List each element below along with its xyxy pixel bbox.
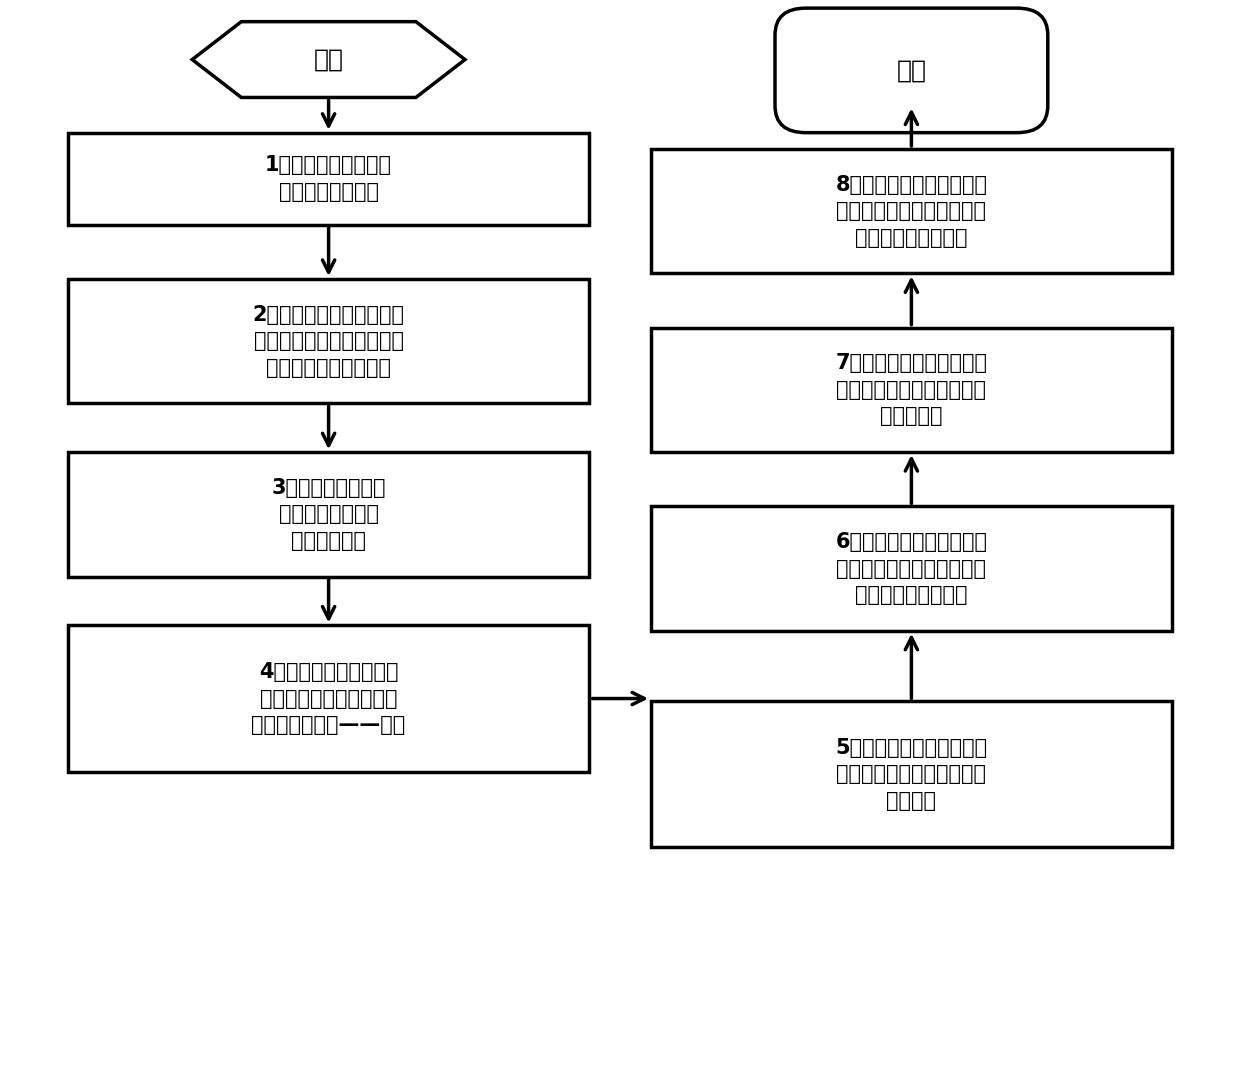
Text: 开始: 开始	[314, 48, 343, 71]
Text: 4）建立大尺度热工水力
程序网格与小尺度热工水
力程序网格群的——映射: 4）建立大尺度热工水力 程序网格与小尺度热工水 力程序网格群的——映射	[252, 662, 405, 735]
Text: 7）对大尺度热工水力程序
的网格中的参量数据进行界
面分布重构: 7）对大尺度热工水力程序 的网格中的参量数据进行界 面分布重构	[836, 353, 987, 427]
Text: 结束: 结束	[897, 58, 926, 82]
Bar	[651, 149, 1172, 274]
Bar	[651, 328, 1172, 453]
Bar	[68, 626, 589, 772]
Bar	[651, 702, 1172, 847]
Text: 2）以大尺度热工水力程序
的网格界限对小尺度热工水
力程序的网格进行分区: 2）以大尺度热工水力程序 的网格界限对小尺度热工水 力程序的网格进行分区	[253, 304, 404, 378]
Text: 1）建立大尺度热工水
力程序的网格索引: 1）建立大尺度热工水 力程序的网格索引	[265, 156, 392, 201]
Text: 3）为小尺度热工水
力程序建立网格群
及网格群索引: 3）为小尺度热工水 力程序建立网格群 及网格群索引	[272, 478, 386, 551]
Text: 6）由小尺度热工水力程序
网格群向大尺度热工水力程
序网格进行数据传递: 6）由小尺度热工水力程序 网格群向大尺度热工水力程 序网格进行数据传递	[836, 532, 987, 605]
Bar	[68, 278, 589, 403]
Polygon shape	[192, 22, 465, 97]
Bar	[651, 507, 1172, 630]
FancyBboxPatch shape	[775, 8, 1048, 132]
Text: 8）由大尺度热工水力程序
网格向小尺度热工水力程序
网格群进行数据传递: 8）由大尺度热工水力程序 网格向小尺度热工水力程序 网格群进行数据传递	[836, 174, 987, 248]
Bar	[68, 133, 589, 225]
Text: 5）对小尺度热工水力程序
的网格群中的参量进行界面
积分重构: 5）对小尺度热工水力程序 的网格群中的参量进行界面 积分重构	[836, 738, 987, 811]
Bar	[68, 453, 589, 576]
